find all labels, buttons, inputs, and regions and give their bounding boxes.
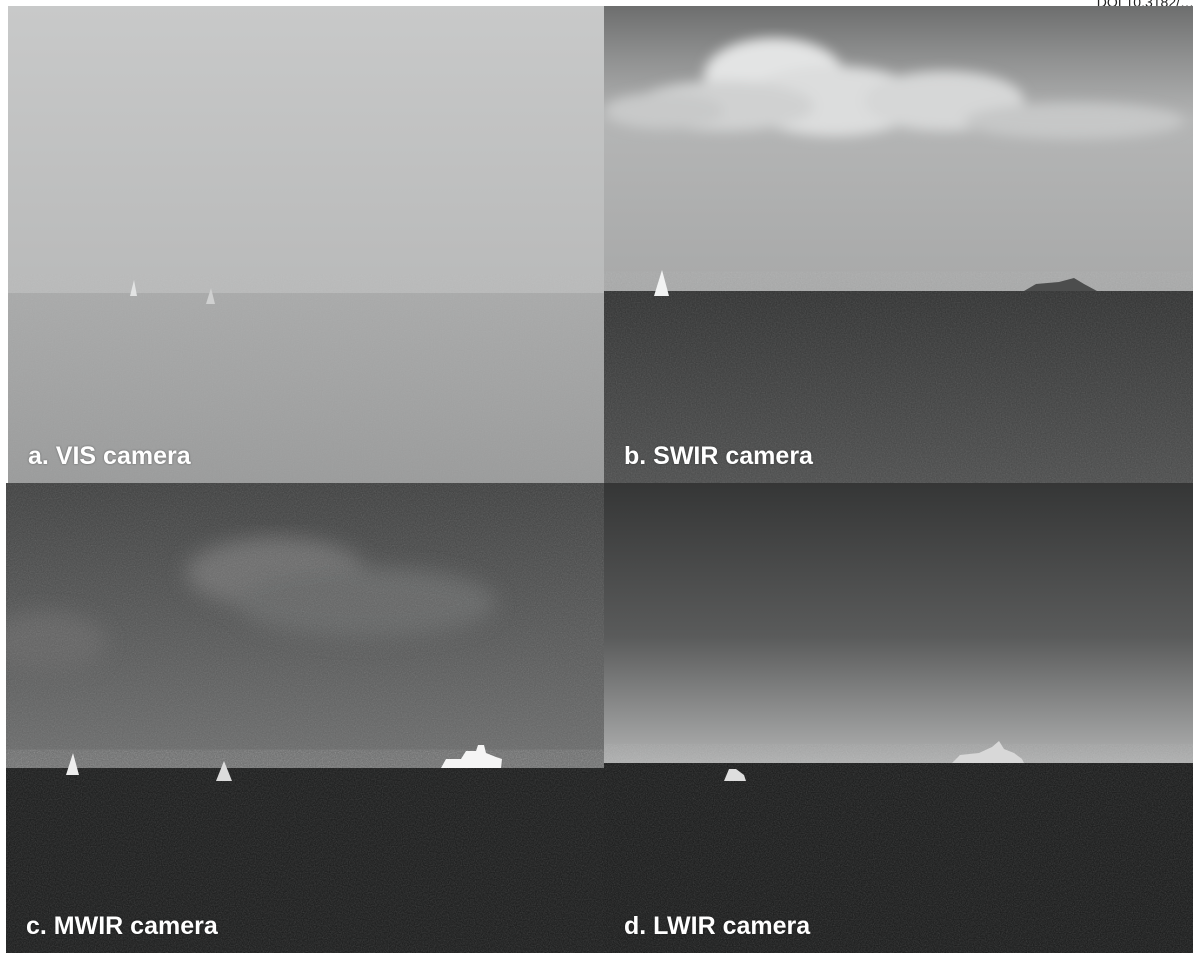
swir-sky (604, 6, 1193, 291)
swir-cloud (604, 38, 1184, 139)
vis-sky (8, 6, 604, 293)
vis-sea-texture (8, 293, 604, 483)
mwir-sailboat-2 (216, 761, 232, 781)
mwir-sailboat-1 (66, 753, 79, 775)
vis-sailboat-2 (206, 288, 215, 304)
panel-lwir-camera: d. LWIR camera (604, 483, 1193, 953)
lwir-sky (604, 483, 1193, 763)
lwir-camera-image (604, 483, 1193, 953)
mwir-camera-caption: c. MWIR camera (26, 912, 218, 940)
swir-ship (1024, 278, 1097, 291)
swir-sailboat (654, 270, 669, 296)
lwir-sea-texture (604, 763, 1193, 953)
vis-camera-caption: a. VIS camera (28, 442, 191, 470)
lwir-camera-caption: d. LWIR camera (624, 912, 811, 940)
mwir-sea-texture (6, 768, 604, 953)
lwir-ship (952, 741, 1024, 763)
panel-mwir-camera: c. MWIR camera (6, 483, 604, 953)
mwir-sky-texture (6, 483, 604, 768)
vis-camera-image (8, 6, 604, 483)
swir-camera-caption: b. SWIR camera (624, 442, 813, 470)
lwir-boat (724, 769, 746, 781)
vis-sailboat-1 (130, 280, 137, 296)
swir-camera-image (604, 6, 1193, 483)
panel-vis-camera: a. VIS camera (8, 6, 604, 483)
mwir-camera-image (6, 483, 604, 953)
mwir-ship (441, 745, 502, 768)
panel-swir-camera: b. SWIR camera (604, 6, 1193, 483)
swir-sea-texture (604, 291, 1193, 483)
doi-label: DOI 10.3182/… (1096, 0, 1194, 10)
